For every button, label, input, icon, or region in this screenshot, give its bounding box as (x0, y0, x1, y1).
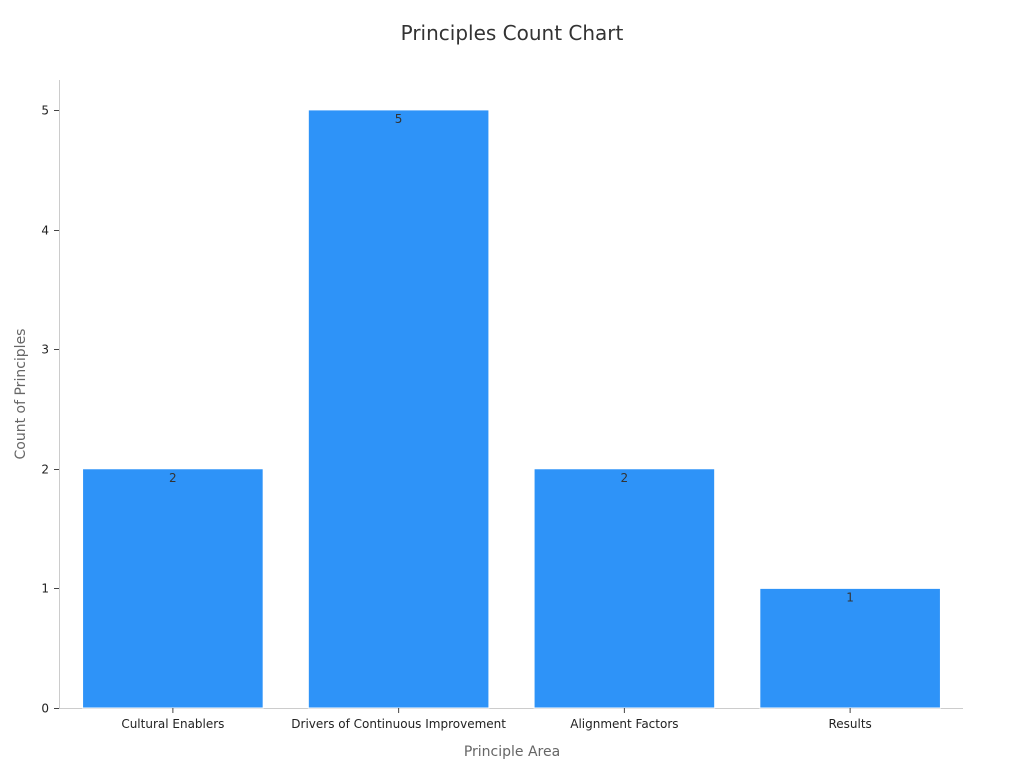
y-tick-label: 4 (41, 224, 49, 238)
y-tick-label: 0 (41, 702, 49, 716)
x-tick-label: Drivers of Continuous Improvement (291, 717, 506, 731)
bar (533, 468, 716, 709)
y-tick-label: 5 (41, 104, 49, 118)
bar (759, 587, 941, 709)
bar (307, 109, 490, 709)
y-tick-label: 1 (41, 582, 49, 596)
y-axis-ticks: 0 1 2 3 4 5 (41, 104, 59, 716)
data-label: 1 (846, 590, 854, 604)
x-axis-ticks: Cultural Enablers Drivers of Continuous I… (121, 708, 872, 731)
x-tick-label: Cultural Enablers (121, 717, 224, 731)
x-tick-label: Results (828, 717, 871, 731)
x-axis-title: Principle Area (464, 744, 560, 760)
chart-title: Principles Count Chart (401, 21, 624, 45)
data-label: 5 (395, 112, 403, 126)
data-label: 2 (169, 471, 177, 485)
y-axis-title: Count of Principles (13, 329, 29, 460)
bars (82, 109, 941, 709)
y-tick-label: 3 (41, 343, 49, 357)
x-tick-label: Alignment Factors (570, 717, 678, 731)
data-label: 2 (621, 471, 629, 485)
bar (82, 468, 264, 709)
data-labels: 2 5 2 1 (169, 112, 854, 604)
plot-area: 0 1 2 3 4 5 2 5 2 1 Cultural Enablers Drivers of … (41, 80, 963, 731)
y-tick-label: 2 (41, 463, 49, 477)
